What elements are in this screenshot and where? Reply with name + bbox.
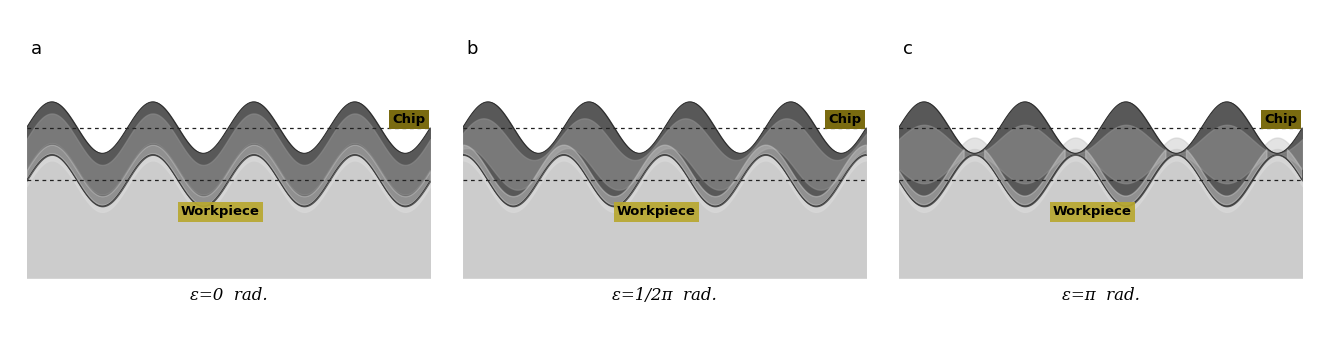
Text: ε=π  rad.: ε=π rad. xyxy=(1062,287,1139,304)
Text: ε=0  rad.: ε=0 rad. xyxy=(190,287,267,304)
Text: Workpiece: Workpiece xyxy=(617,205,696,218)
Text: b: b xyxy=(466,40,478,58)
Text: Chip: Chip xyxy=(828,113,861,126)
Text: Workpiece: Workpiece xyxy=(181,205,259,218)
Text: Chip: Chip xyxy=(1264,113,1297,126)
Text: Chip: Chip xyxy=(392,113,425,126)
Text: c: c xyxy=(902,40,913,58)
Text: ε=1/2π  rad.: ε=1/2π rad. xyxy=(613,287,716,304)
Text: Workpiece: Workpiece xyxy=(1053,205,1132,218)
Text: a: a xyxy=(31,40,41,58)
